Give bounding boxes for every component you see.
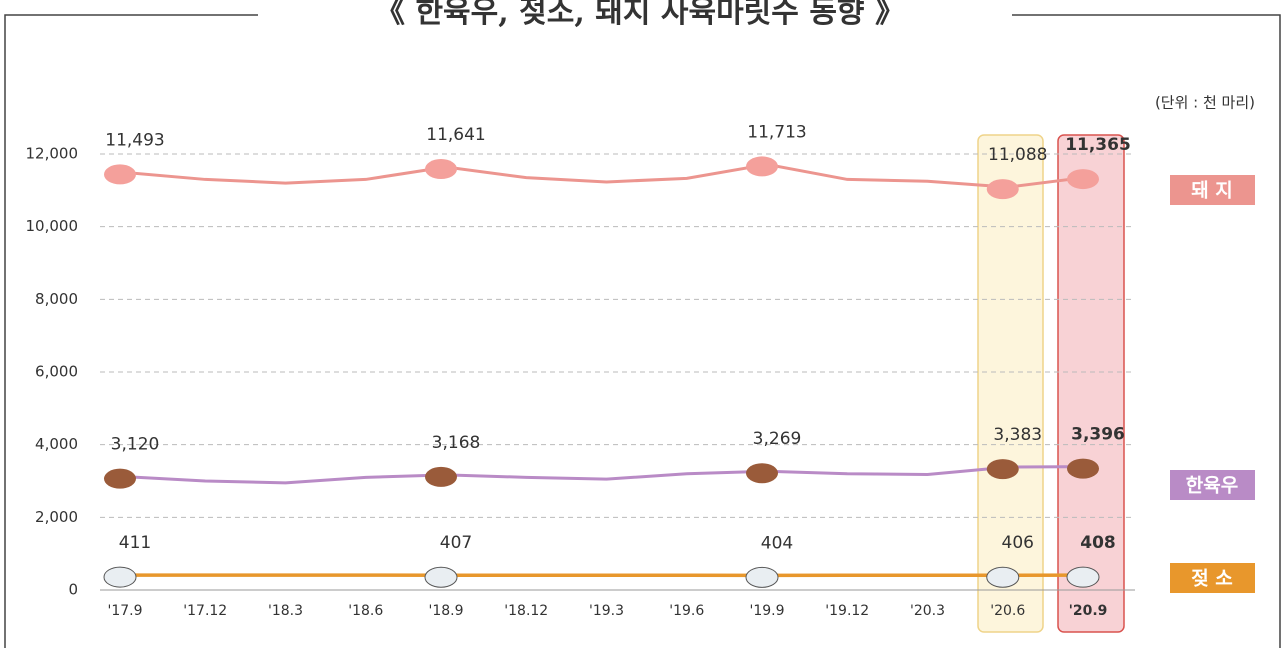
animal-icon <box>1067 567 1099 587</box>
animal-icon <box>104 469 136 489</box>
y-tick-label: 0 <box>68 581 78 599</box>
value-label: 407 <box>440 533 472 553</box>
unit-label: (단위 : 천 마리) <box>1155 94 1255 112</box>
animal-icon <box>104 567 136 587</box>
y-tick-label: 12,000 <box>26 145 79 163</box>
x-tick-label: '17.12 <box>183 603 227 619</box>
animal-icon <box>987 567 1019 587</box>
value-label: 408 <box>1080 533 1116 553</box>
animal-icon <box>987 179 1019 199</box>
value-label: 11,088 <box>988 145 1047 165</box>
value-label: 411 <box>119 533 151 553</box>
animal-icon <box>425 159 457 179</box>
animal-icon <box>746 567 778 587</box>
animal-icon <box>1067 459 1099 479</box>
value-label: 3,168 <box>432 433 481 453</box>
x-tick-label: '18.6 <box>348 603 383 619</box>
animal-icon <box>425 467 457 487</box>
highlight-prev <box>978 135 1043 632</box>
x-tick-label: '19.3 <box>589 603 624 619</box>
y-tick-label: 6,000 <box>35 363 78 381</box>
animal-icon <box>425 567 457 587</box>
animal-icon <box>746 463 778 483</box>
animal-icon <box>104 164 136 184</box>
legend-label: 한육우 <box>1186 475 1238 497</box>
value-label: 11,365 <box>1065 135 1131 155</box>
y-tick-label: 8,000 <box>35 290 78 308</box>
animal-icon <box>1067 169 1099 189</box>
value-label: 3,396 <box>1071 425 1125 445</box>
value-label: 3,269 <box>753 429 802 449</box>
value-label: 3,120 <box>111 435 160 455</box>
x-tick-label: '19.6 <box>669 603 704 619</box>
value-label: 11,641 <box>426 125 485 145</box>
chart: 《 한육우, 젖소, 돼지 사육마릿수 동향 》 (단위 : 천 마리) 0 2,… <box>0 0 1283 648</box>
value-label: 11,493 <box>105 130 164 150</box>
legend-label: 젖 소 <box>1191 568 1233 590</box>
series-line <box>125 164 1088 187</box>
legend-label: 돼 지 <box>1191 180 1233 202</box>
y-tick-label: 4,000 <box>35 435 78 453</box>
value-label: 406 <box>1002 533 1034 553</box>
x-tick-label: '19.9 <box>749 603 784 619</box>
x-tick-label: '18.12 <box>504 603 548 619</box>
x-tick-label: '18.9 <box>428 603 463 619</box>
y-tick-label: 2,000 <box>35 508 78 526</box>
x-tick-label: '20.9 <box>1069 603 1108 619</box>
chart-title: 《 한육우, 젖소, 돼지 사육마릿수 동향 》 <box>375 0 905 30</box>
animal-icon <box>746 156 778 176</box>
x-tick-label: '17.9 <box>107 603 142 619</box>
series-line <box>125 467 1088 483</box>
y-tick-label: 10,000 <box>26 217 79 235</box>
value-label: 3,383 <box>993 425 1042 445</box>
animal-icon <box>987 459 1019 479</box>
highlight-current <box>1058 135 1124 632</box>
x-tick-label: '18.3 <box>268 603 303 619</box>
x-tick-label: '20.6 <box>990 603 1025 619</box>
value-label: 404 <box>761 533 793 553</box>
value-label: 11,713 <box>747 122 806 142</box>
x-tick-label: '20.3 <box>910 603 945 619</box>
x-tick-label: '19.12 <box>825 603 869 619</box>
